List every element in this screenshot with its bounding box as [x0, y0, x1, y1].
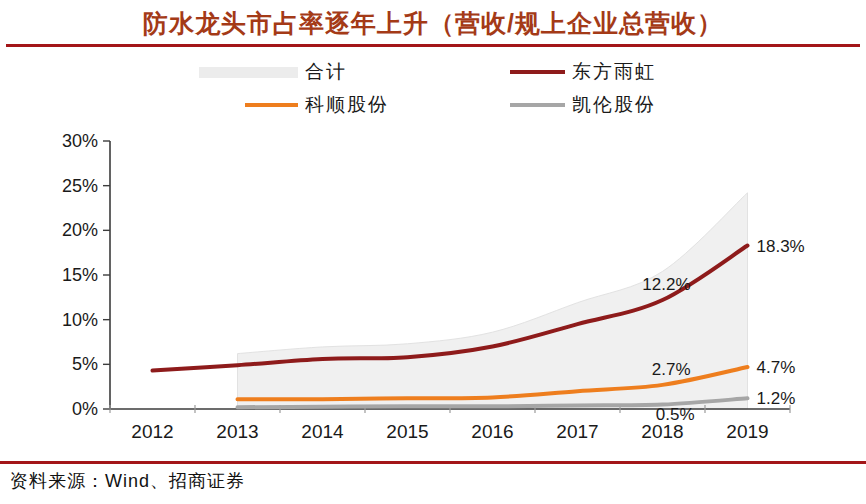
x-tick-label: 2015 [386, 421, 428, 442]
x-tick-label: 2014 [301, 421, 344, 442]
y-tick-label: 5% [72, 354, 98, 374]
source-note: 资料来源：Wind、招商证券 [10, 469, 245, 493]
chart-canvas: 0% 5% 10% 15% 20% 25% 30% 2012 2013 2014 2015 2016 2… [0, 0, 866, 504]
footer-divider [0, 461, 866, 464]
y-tick-label: 0% [72, 399, 98, 419]
y-tick-label: 20% [62, 220, 98, 240]
y-tick-label: 30% [62, 131, 98, 151]
y-tick-label: 10% [62, 310, 98, 330]
data-label: 2.7% [652, 360, 691, 379]
x-tick-label: 2012 [131, 421, 173, 442]
x-tick-label: 2017 [556, 421, 598, 442]
data-label: 18.3% [757, 237, 805, 256]
x-tick-label: 2013 [216, 421, 258, 442]
y-tick-label: 15% [62, 265, 98, 285]
x-tick-label: 2016 [471, 421, 513, 442]
data-label: 4.7% [757, 358, 796, 377]
data-label: 1.2% [757, 389, 796, 408]
y-tick-label: 25% [62, 176, 98, 196]
data-label: 0.5% [656, 405, 695, 424]
x-tick-label: 2018 [641, 421, 683, 442]
report-figure: 防水龙头市占率逐年上升（营收/规上企业总营收） 合计 东方雨虹 科顺股份 凯伦股… [0, 0, 866, 504]
data-label: 12.2% [642, 275, 690, 294]
x-tick-label: 2019 [726, 421, 768, 442]
